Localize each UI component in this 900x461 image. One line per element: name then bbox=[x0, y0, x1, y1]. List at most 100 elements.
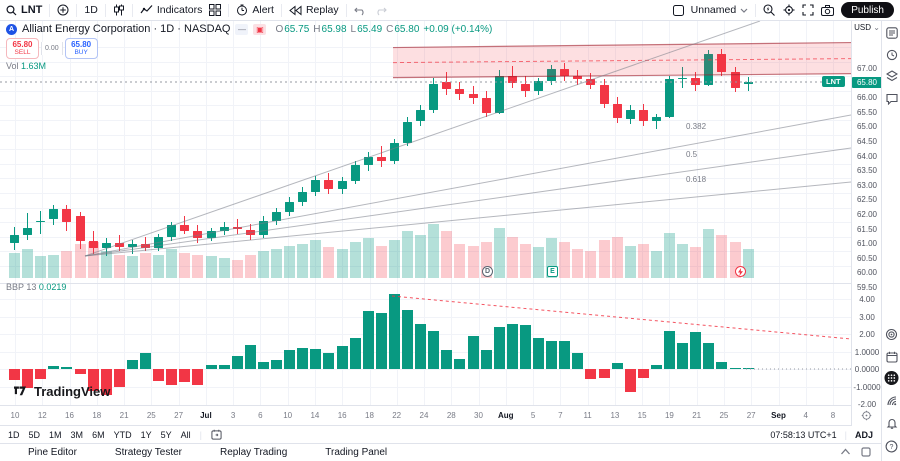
range-3m[interactable]: 3M bbox=[70, 429, 84, 440]
candle bbox=[416, 109, 426, 122]
clock[interactable]: 07:58:13 UTC+1 bbox=[770, 429, 837, 440]
go-to-date-icon[interactable] bbox=[211, 429, 222, 440]
layout-name-dropdown[interactable]: Unnamed bbox=[691, 4, 749, 16]
chart-style-button[interactable] bbox=[113, 4, 125, 16]
bbp-legend[interactable]: BBP 13 0.0219 bbox=[6, 282, 66, 292]
fib-fan-382[interactable] bbox=[84, 114, 851, 257]
range-5d[interactable]: 5D bbox=[28, 429, 41, 440]
fib-fan-618[interactable] bbox=[84, 181, 851, 257]
redo-button[interactable] bbox=[374, 5, 387, 16]
symbol-search-button[interactable]: LNT bbox=[6, 4, 42, 16]
bbp-tick-label: 0.0000 bbox=[854, 365, 880, 374]
range-5y[interactable]: 5Y bbox=[160, 429, 172, 440]
range-6m[interactable]: 6M bbox=[92, 429, 105, 440]
price-axis[interactable]: USD ⌄ 67.0066.5066.0065.5065.0064.5064.0… bbox=[851, 21, 882, 426]
axis-settings-icon[interactable] bbox=[861, 410, 872, 424]
fib-level-05[interactable]: 0.5 bbox=[686, 150, 698, 159]
currency-selector[interactable]: USD ⌄ bbox=[854, 23, 880, 32]
tab-strategy-tester[interactable]: Strategy Tester bbox=[114, 447, 182, 458]
range-1y[interactable]: 1Y bbox=[140, 429, 152, 440]
compare-button[interactable] bbox=[57, 4, 69, 16]
divider bbox=[280, 3, 282, 17]
streams-icon[interactable] bbox=[884, 393, 899, 408]
fullscreen-button[interactable] bbox=[802, 4, 814, 16]
apps-grid-icon[interactable] bbox=[884, 370, 899, 385]
tab-trading-panel[interactable]: Trading Panel bbox=[325, 447, 388, 458]
range-1d[interactable]: 1D bbox=[8, 429, 20, 440]
chat-icon[interactable] bbox=[884, 91, 899, 106]
time-tick-label: Jul bbox=[200, 411, 212, 420]
legend-collapse-icon[interactable]: — bbox=[235, 23, 249, 35]
symbol-title[interactable]: Alliant Energy Corporation · 1D · NASDAQ bbox=[22, 23, 231, 35]
range-ytd[interactable]: YTD bbox=[113, 429, 132, 440]
volume-label: Vol bbox=[6, 61, 19, 71]
screener-target-icon[interactable] bbox=[884, 327, 899, 342]
publish-button[interactable]: Publish bbox=[841, 2, 894, 18]
bbp-bar bbox=[506, 323, 518, 369]
bbp-bar bbox=[22, 369, 34, 389]
candle bbox=[599, 85, 609, 104]
chart-region[interactable]: A Alliant Energy Corporation · 1D · NASD… bbox=[0, 21, 851, 405]
bbp-bar bbox=[729, 368, 741, 369]
fib-level-0382[interactable]: 0.382 bbox=[686, 122, 707, 131]
replay-button[interactable]: Replay bbox=[289, 4, 339, 16]
vertical-gridline bbox=[369, 21, 371, 405]
fib-level-0618[interactable]: 0.618 bbox=[686, 175, 707, 184]
price-tick-label: 64.00 bbox=[856, 151, 878, 161]
volume-bar bbox=[140, 252, 151, 278]
bbp-bar bbox=[388, 293, 400, 370]
supply-zone-mid bbox=[392, 58, 851, 64]
help-icon[interactable]: ? bbox=[884, 439, 899, 454]
indicators-button[interactable]: Indicators bbox=[140, 4, 202, 16]
layout-templates-button[interactable] bbox=[209, 4, 222, 16]
news-flash-marker[interactable] bbox=[735, 266, 746, 277]
panel-expand-icon[interactable] bbox=[840, 447, 851, 456]
volume-bar bbox=[87, 242, 99, 278]
bbp-tick-label: 4.00 bbox=[859, 295, 875, 304]
tab-pine-editor[interactable]: Pine Editor bbox=[28, 447, 77, 458]
vertical-gridline bbox=[260, 21, 262, 405]
alerts-clock-icon[interactable] bbox=[884, 47, 899, 62]
time-axis[interactable]: 10 12 16 18 21 25 27 Jul 3 6 10 14 16 18 22 24 28 30 Aug 5 7… bbox=[0, 405, 851, 425]
trade-widget: 65.80 SELL 0.00 65.80 BUY bbox=[6, 38, 98, 59]
notifications-bell-icon[interactable] bbox=[884, 415, 899, 430]
price-tick-label: 67.00 bbox=[856, 64, 878, 73]
candle bbox=[101, 242, 111, 249]
range-1m[interactable]: 1M bbox=[49, 429, 62, 440]
alert-button[interactable]: Alert bbox=[236, 4, 274, 16]
interval-button[interactable]: 1D bbox=[84, 4, 97, 16]
quick-search-button[interactable] bbox=[763, 4, 776, 16]
panel-restore-icon[interactable] bbox=[861, 447, 871, 457]
adjust-toggle[interactable]: ADJ bbox=[854, 429, 873, 440]
tab-replay-trading[interactable]: Replay Trading bbox=[220, 447, 288, 458]
trend-line[interactable] bbox=[84, 21, 761, 257]
undo-button[interactable] bbox=[353, 5, 367, 16]
buy-button[interactable]: 65.80 BUY bbox=[64, 38, 98, 59]
volume-bar bbox=[467, 245, 479, 278]
candle bbox=[337, 181, 347, 189]
watchlist-icon[interactable] bbox=[884, 25, 899, 40]
earnings-marker[interactable]: E bbox=[547, 266, 558, 277]
save-layout-button[interactable] bbox=[672, 4, 684, 16]
layers-icon[interactable] bbox=[884, 68, 899, 83]
legend-flag-icon[interactable]: ▣ bbox=[253, 23, 267, 35]
bbp-trend-line[interactable] bbox=[391, 295, 851, 340]
bbp-bar bbox=[467, 335, 479, 370]
dividend-marker[interactable]: D bbox=[482, 266, 493, 277]
volume-bar bbox=[415, 234, 427, 278]
bbp-bar bbox=[637, 369, 649, 378]
calendar-icon[interactable] bbox=[884, 349, 899, 364]
range-all[interactable]: All bbox=[180, 429, 191, 440]
settings-button[interactable] bbox=[783, 4, 795, 16]
volume-legend[interactable]: Vol 1.63M bbox=[6, 61, 46, 71]
screenshot-button[interactable] bbox=[821, 4, 835, 16]
horizontal-gridline bbox=[0, 105, 851, 107]
vertical-gridline bbox=[396, 21, 398, 405]
lightning-icon bbox=[738, 267, 743, 276]
fib-fan-50[interactable] bbox=[84, 147, 851, 257]
bbp-bar bbox=[349, 338, 361, 369]
sell-button[interactable]: 65.80 SELL bbox=[6, 38, 39, 59]
pane-separator[interactable] bbox=[0, 283, 851, 284]
time-tick-label: 25 bbox=[719, 411, 729, 420]
time-tick-label: Sep bbox=[771, 411, 786, 420]
